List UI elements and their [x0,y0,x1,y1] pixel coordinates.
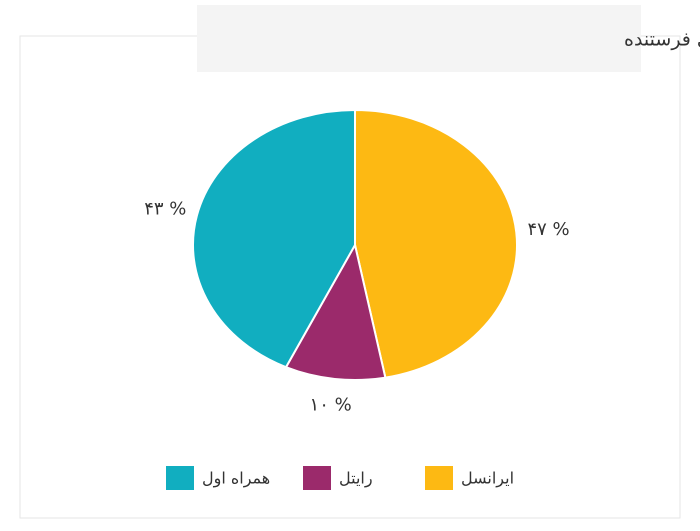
legend-swatch [303,466,331,490]
legend-swatch [166,466,194,490]
pie-slice [192,108,356,369]
data-label: ۴۳ % [144,199,186,220]
title-box [197,5,641,72]
legend-label: ایرانسل [461,469,514,489]
chart-title: میزان ترابرد برحسب اپراتورهای فرستنده [624,29,700,51]
legend-swatch [425,466,453,490]
pie-slice [284,242,387,381]
pie-slice [354,108,518,379]
legend-label: همراه اول [202,469,270,489]
data-label: ۴۷ % [527,219,569,240]
data-label: ۱۰ % [310,395,352,416]
legend-label: رایتل [339,469,373,489]
